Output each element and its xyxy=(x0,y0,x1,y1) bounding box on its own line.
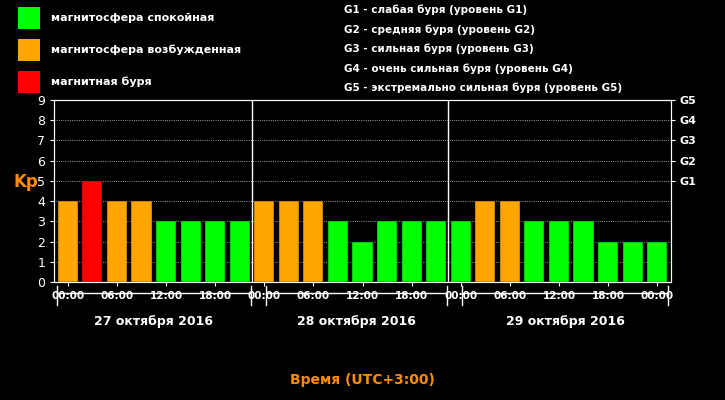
Bar xyxy=(58,201,78,282)
Bar xyxy=(303,201,323,282)
Bar xyxy=(18,39,40,61)
Bar xyxy=(205,221,225,282)
Bar xyxy=(352,242,373,282)
Text: G5 - экстремально сильная буря (уровень G5): G5 - экстремально сильная буря (уровень … xyxy=(344,83,623,93)
Bar xyxy=(598,242,618,282)
Text: G3 - сильная буря (уровень G3): G3 - сильная буря (уровень G3) xyxy=(344,44,534,54)
Bar xyxy=(451,221,471,282)
Text: магнитосфера спокойная: магнитосфера спокойная xyxy=(51,13,214,23)
Bar xyxy=(328,221,348,282)
Bar xyxy=(279,201,299,282)
Text: магнитосфера возбужденная: магнитосфера возбужденная xyxy=(51,45,241,55)
Bar xyxy=(18,7,40,29)
Bar xyxy=(377,221,397,282)
Bar xyxy=(181,221,201,282)
Bar xyxy=(230,221,250,282)
Bar xyxy=(254,201,274,282)
Text: магнитная буря: магнитная буря xyxy=(51,77,152,87)
Text: G2 - средняя буря (уровень G2): G2 - средняя буря (уровень G2) xyxy=(344,24,535,35)
Text: Время (UTC+3:00): Время (UTC+3:00) xyxy=(290,373,435,387)
Bar xyxy=(623,242,642,282)
Text: 28 октября 2016: 28 октября 2016 xyxy=(297,315,416,328)
Bar xyxy=(500,201,520,282)
Bar xyxy=(647,242,667,282)
Bar xyxy=(156,221,176,282)
Bar xyxy=(549,221,569,282)
Text: G1 - слабая буря (уровень G1): G1 - слабая буря (уровень G1) xyxy=(344,5,528,15)
Bar xyxy=(18,71,40,93)
Bar xyxy=(107,201,127,282)
Y-axis label: Kp: Kp xyxy=(14,173,38,191)
Bar xyxy=(131,201,152,282)
Text: 29 октября 2016: 29 октября 2016 xyxy=(505,315,624,328)
Bar xyxy=(83,181,102,282)
Text: 27 октября 2016: 27 октября 2016 xyxy=(94,315,213,328)
Bar xyxy=(402,221,422,282)
Bar xyxy=(475,201,495,282)
Bar xyxy=(524,221,544,282)
Bar xyxy=(426,221,446,282)
Text: G4 - очень сильная буря (уровень G4): G4 - очень сильная буря (уровень G4) xyxy=(344,63,573,74)
Bar xyxy=(573,221,594,282)
